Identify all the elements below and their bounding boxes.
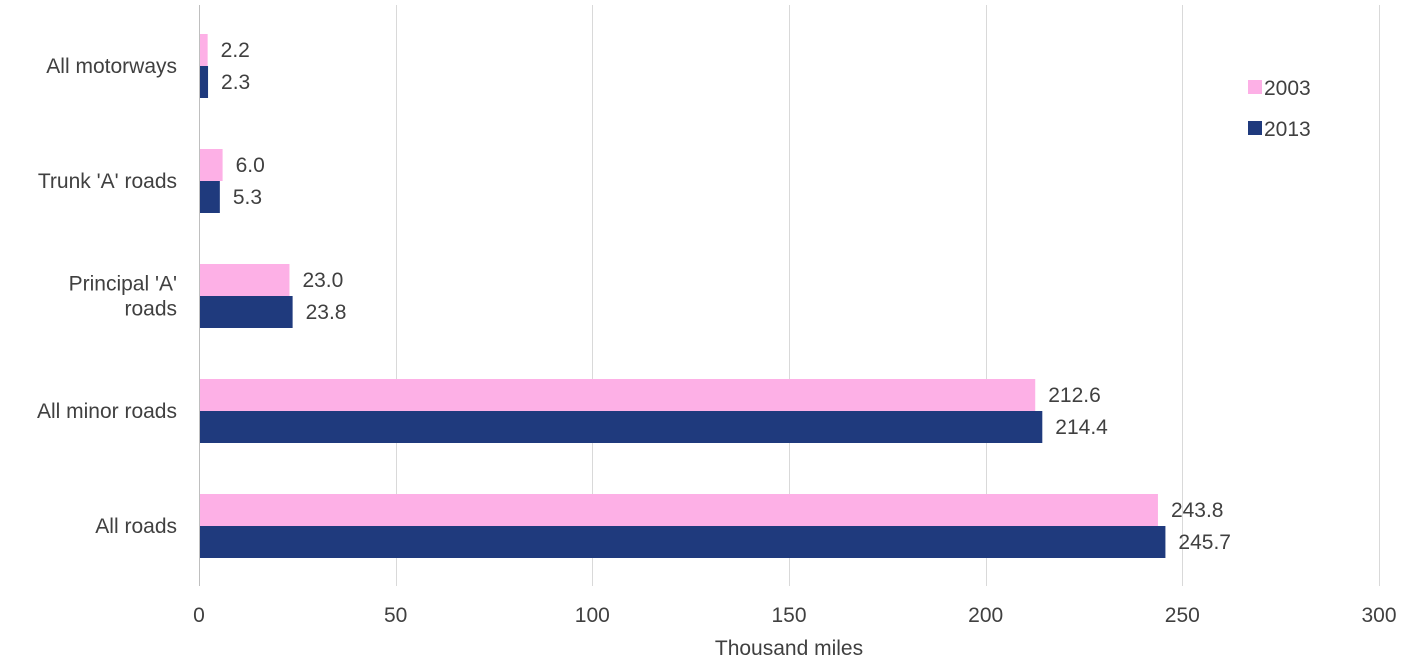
legend: 2003 2013: [1248, 77, 1311, 141]
bar-2003: [199, 494, 1158, 526]
bar-2013: [199, 66, 209, 98]
category-label-line: Trunk 'A' roads: [38, 170, 177, 193]
data-label: 6.0: [236, 154, 265, 177]
x-tick-label: 150: [771, 604, 806, 627]
data-label: 243.8: [1171, 499, 1224, 522]
category-label-line: Principal 'A': [69, 273, 177, 296]
category-label: Principal 'A' roads: [69, 273, 177, 321]
bar-2013: [199, 411, 1043, 443]
data-label: 214.4: [1055, 416, 1108, 439]
data-label: 212.6: [1048, 384, 1101, 407]
category-label-line: roads: [124, 298, 177, 321]
bar-2003: [199, 149, 223, 181]
x-tick-label: 200: [968, 604, 1003, 627]
data-label: 23.8: [306, 301, 347, 324]
category-label-line: All roads: [95, 515, 177, 538]
bars: [199, 34, 1166, 558]
axes: 0 50 100 150 200 250 300: [193, 5, 1397, 627]
data-label: 2.2: [221, 39, 250, 62]
x-tick-label: 100: [575, 604, 610, 627]
gridlines: [396, 5, 1380, 586]
legend-swatch-2013: [1248, 121, 1262, 135]
category-labels: All motorways Trunk 'A' roads Principal 'A…: [37, 55, 177, 538]
legend-label: 2013: [1264, 118, 1311, 141]
category-label-line: All motorways: [46, 55, 177, 78]
bar-2013: [199, 181, 220, 213]
data-label: 23.0: [302, 269, 343, 292]
data-label: 2.3: [221, 71, 250, 94]
bar-2013: [199, 296, 293, 328]
x-tick-label: 250: [1165, 604, 1200, 627]
category-label-line: All minor roads: [37, 400, 177, 423]
data-label: 5.3: [233, 186, 262, 209]
data-labels: 2.2 2.3 6.0 5.3 23.0 23.8 212.6 214.4 243.8 245.7: [221, 39, 1231, 554]
bar-2003: [199, 34, 208, 66]
bar-2013: [199, 526, 1166, 558]
x-tick-label: 0: [193, 604, 205, 627]
bar-2003: [199, 264, 290, 296]
bar-2003: [199, 379, 1036, 411]
category-label: All minor roads: [37, 400, 177, 423]
category-label: Trunk 'A' roads: [38, 170, 177, 193]
legend-label: 2003: [1264, 77, 1311, 100]
x-tick-label: 300: [1361, 604, 1396, 627]
x-tick-label: 50: [384, 604, 407, 627]
category-label: All motorways: [46, 55, 177, 78]
legend-swatch-2003: [1248, 80, 1262, 94]
data-label: 245.7: [1178, 531, 1231, 554]
category-label: All roads: [95, 515, 177, 538]
x-axis-title: Thousand miles: [715, 637, 863, 659]
